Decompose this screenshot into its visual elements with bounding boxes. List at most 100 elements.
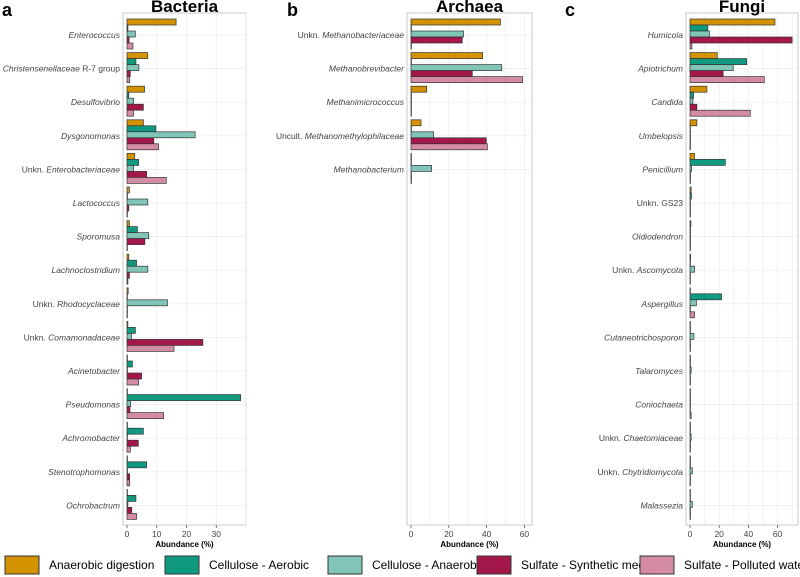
label-italic: Methanobacterium: [334, 164, 404, 174]
label-italic: Ascomycota: [636, 265, 684, 275]
bar: [126, 339, 204, 346]
bar: [126, 97, 134, 105]
category-label: Oidiodendron: [632, 232, 683, 242]
category-label: Unkn. Comamonadaceae: [24, 332, 121, 342]
tick-label: 0: [409, 529, 414, 539]
label-plain: Unkn.: [22, 164, 47, 174]
legend-label: Sulfate - Synthetic medium: [521, 558, 664, 572]
bar: [126, 321, 129, 328]
category-label: Lachnoclostridium: [51, 265, 120, 275]
label-italic: Dysgonomonas: [61, 131, 121, 141]
label-italic: Acinetobacter: [67, 366, 121, 376]
category-label: Achromobacter: [61, 433, 121, 443]
bar: [689, 311, 695, 319]
legend-swatch: [639, 555, 675, 575]
label-italic: Talaromyces: [635, 366, 684, 376]
bar: [126, 394, 241, 401]
category-label: Uncult. Methanomethylophilaceae: [276, 131, 404, 141]
category-label: Methanimicrococcus: [327, 97, 405, 107]
bar: [689, 70, 724, 77]
bar: [126, 277, 129, 285]
bar: [126, 36, 130, 44]
label-italic: Lachnoclostridium: [51, 265, 120, 275]
bar: [689, 85, 708, 93]
bar: [126, 360, 133, 368]
category-label: Apiotrichum: [637, 64, 683, 74]
panel-title: Archaea: [436, 0, 504, 16]
bar: [126, 64, 140, 71]
category-label: Humicola: [648, 30, 684, 40]
label-italic: Umbelopsis: [639, 131, 684, 141]
bar: [410, 143, 488, 151]
bar: [126, 70, 131, 77]
category-label: Ochrobactrum: [66, 500, 120, 510]
category-label: Dysgonomonas: [61, 131, 121, 141]
category-label: Unkn. Chaetomiaceae: [599, 433, 683, 443]
label-italic: Ochrobactrum: [66, 500, 120, 510]
label-plain: Unkn.: [298, 30, 323, 40]
label-suffix: R-7 group: [80, 64, 120, 74]
bar: [126, 372, 142, 380]
bar: [410, 30, 464, 38]
label-italic: Pseudomonas: [66, 400, 121, 410]
panel-letter: a: [2, 0, 13, 20]
label-plain: Unkn.: [612, 265, 637, 275]
label-italic: Methanimicrococcus: [327, 97, 405, 107]
label-italic: Apiotrichum: [637, 64, 683, 74]
bar: [126, 412, 164, 419]
label-italic: Methanobrevibacter: [329, 64, 405, 74]
bar: [126, 378, 139, 386]
legend-label: Cellulose - Anaerobic: [372, 558, 485, 572]
bar: [126, 198, 149, 206]
bar: [689, 119, 698, 127]
bar: [689, 253, 691, 261]
bar: [689, 97, 694, 105]
bar: [410, 64, 503, 71]
bar: [689, 153, 695, 160]
legend-swatch: [164, 555, 200, 575]
tick-label: 40: [744, 529, 754, 539]
label-italic: Christensenellaceae: [3, 64, 80, 74]
bar: [689, 366, 692, 374]
bar: [126, 232, 150, 239]
bar: [689, 265, 695, 273]
bar: [126, 253, 130, 261]
legend-label: Anaerobic digestion: [49, 558, 154, 572]
bar: [126, 238, 146, 245]
bar: [689, 30, 710, 38]
tick-label: 0: [688, 529, 693, 539]
x-axis-title: Abundance (%): [440, 540, 499, 549]
bar: [689, 42, 693, 50]
bar: [126, 137, 155, 145]
bar: [689, 293, 722, 301]
label-plain: Unkn. GS23: [637, 198, 684, 208]
category-label: Enterococcus: [69, 30, 121, 40]
panel-archaea: Unkn. Methanobacteriaceae Methanobrevibac…: [276, 0, 533, 549]
tick-label: 60: [520, 529, 530, 539]
bar: [689, 220, 692, 227]
category-label: Unkn. Ascomycota: [612, 265, 683, 275]
bar: [126, 153, 136, 160]
legend-swatch: [327, 555, 363, 575]
label-italic: Enterococcus: [69, 30, 121, 40]
label-plain: Unkn.: [24, 332, 49, 342]
bar: [689, 18, 776, 26]
bar: [689, 36, 793, 44]
bar: [689, 333, 695, 340]
bar: [689, 103, 698, 111]
bar: [126, 119, 144, 127]
label-italic: Comamonadaceae: [48, 332, 120, 342]
bar: [689, 501, 693, 508]
category-label: Talaromyces: [635, 366, 684, 376]
bar: [126, 495, 137, 502]
bar: [410, 18, 501, 26]
category-label: Unkn. Enterobacteriaceae: [22, 164, 121, 174]
label-italic: Chytridiomycota: [622, 467, 683, 477]
label-plain: Unkn.: [597, 467, 622, 477]
tick-label: 20: [444, 529, 454, 539]
panel-fungi: Humicola Apiotrichum Candida Umbelopsis Peni…: [565, 0, 799, 549]
category-label: Candida: [651, 97, 683, 107]
bar: [410, 165, 432, 172]
label-italic: Malassezia: [640, 500, 683, 510]
